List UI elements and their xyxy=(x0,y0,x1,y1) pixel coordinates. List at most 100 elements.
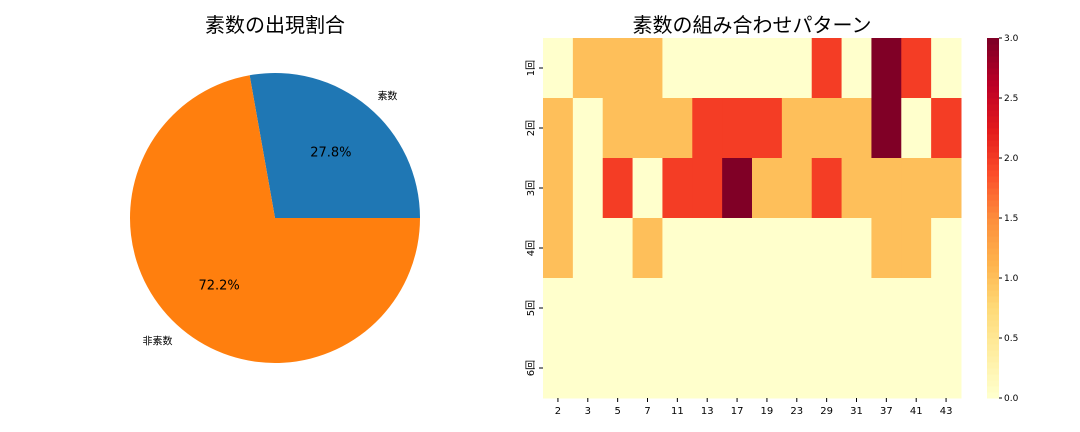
colorbar-segment xyxy=(987,98,999,105)
heatmap-cell xyxy=(901,158,932,219)
pie-title: 素数の出現割合 xyxy=(205,13,345,37)
heatmap-cell xyxy=(602,218,634,279)
heatmap-cell xyxy=(572,278,604,339)
heatmap-cell xyxy=(811,158,843,219)
heatmap-cell xyxy=(871,218,902,279)
colorbar-segment xyxy=(987,368,999,375)
colorbar-segment xyxy=(987,230,999,237)
heatmap-cell xyxy=(781,338,813,399)
colorbar-segment xyxy=(987,212,999,219)
heatmap-cell xyxy=(931,98,962,159)
colorbar-segment xyxy=(987,350,999,357)
y-tick-label: 2回 xyxy=(525,120,537,136)
heatmap-cell xyxy=(692,38,723,99)
colorbar-segment xyxy=(987,164,999,171)
colorbar-segment xyxy=(987,80,999,87)
colorbar-segment xyxy=(987,62,999,69)
colorbar-segment xyxy=(987,194,999,201)
heatmap-cell xyxy=(901,38,932,99)
heatmap-cell xyxy=(692,278,723,339)
colorbar-segment xyxy=(987,170,999,177)
x-tick-label: 37 xyxy=(880,406,893,417)
heatmap-cell xyxy=(871,38,902,99)
heatmap-cell xyxy=(602,158,634,219)
heatmap-cell xyxy=(871,338,902,399)
colorbar-segment xyxy=(987,104,999,111)
heatmap-cell xyxy=(871,98,902,159)
colorbar-segment xyxy=(987,134,999,141)
heatmap-cell xyxy=(632,218,663,279)
colorbar-segment xyxy=(987,344,999,351)
x-tick-label: 3 xyxy=(585,406,591,417)
colorbar-segment xyxy=(987,44,999,51)
heatmap-cell xyxy=(572,158,604,219)
x-tick-label: 13 xyxy=(701,406,714,417)
x-tick-label: 7 xyxy=(644,406,650,417)
colorbar-segment xyxy=(987,218,999,225)
heatmap-cell xyxy=(931,158,962,219)
colorbar-segment xyxy=(987,380,999,387)
colorbar-segment xyxy=(987,122,999,129)
colorbar-segment xyxy=(987,200,999,207)
x-tick-label: 43 xyxy=(940,406,953,417)
x-tick-label: 2 xyxy=(555,406,561,417)
colorbar-segment xyxy=(987,158,999,165)
colorbar-tick-label: 1.0 xyxy=(1004,274,1019,284)
heatmap-cell xyxy=(781,98,813,159)
heatmap-cell xyxy=(781,218,813,279)
pie-slice xyxy=(249,73,420,219)
colorbar-segment xyxy=(987,140,999,147)
heatmap-cell xyxy=(632,38,663,99)
heatmap-cell xyxy=(632,98,663,159)
colorbar-segment xyxy=(987,254,999,261)
heatmap-cell xyxy=(811,338,843,399)
heatmap-cell xyxy=(662,98,693,159)
x-tick-label: 5 xyxy=(614,406,620,417)
colorbar-segment xyxy=(987,386,999,393)
colorbar-segment xyxy=(987,56,999,63)
heatmap-cell xyxy=(722,218,753,279)
colorbar-segment xyxy=(987,176,999,183)
colorbar-segment xyxy=(987,356,999,363)
heatmap-cell xyxy=(543,98,574,159)
heatmap-cell xyxy=(781,38,813,99)
heatmap-cell xyxy=(841,218,872,279)
colorbar-segment xyxy=(987,314,999,321)
x-tick-label: 19 xyxy=(761,406,774,417)
colorbar-segment xyxy=(987,182,999,189)
heatmap-cell xyxy=(722,98,753,159)
colorbar-segment xyxy=(987,206,999,213)
colorbar-segment xyxy=(987,116,999,123)
heatmap-cell xyxy=(752,38,783,99)
heatmap-cell xyxy=(692,98,723,159)
heatmap-title: 素数の組み合わせパターン xyxy=(633,13,872,37)
colorbar-segment xyxy=(987,224,999,231)
heatmap-cell xyxy=(722,38,753,99)
colorbar-segment xyxy=(987,302,999,309)
heatmap-cell xyxy=(901,278,932,339)
heatmap-cell xyxy=(692,158,723,219)
heatmap-cell xyxy=(781,278,813,339)
colorbar-segment xyxy=(987,128,999,135)
colorbar-segment xyxy=(987,374,999,381)
colorbar-segment xyxy=(987,50,999,57)
colorbar-segment xyxy=(987,146,999,153)
heatmap-cell xyxy=(543,338,574,399)
heatmap-cell xyxy=(662,218,693,279)
heatmap-cell xyxy=(901,98,932,159)
x-tick-label: 31 xyxy=(850,406,863,417)
heatmap-cell xyxy=(811,38,843,99)
heatmap-cell xyxy=(752,338,783,399)
colorbar-tick-label: 2.0 xyxy=(1004,154,1019,164)
heatmap-cell xyxy=(543,158,574,219)
colorbar-segment xyxy=(987,74,999,81)
heatmap-cell xyxy=(572,218,604,279)
heatmap-cell xyxy=(931,278,962,339)
y-tick-label: 3回 xyxy=(525,180,537,196)
heatmap-cell xyxy=(871,278,902,339)
colorbar: 0.0 0.5 1.0 1.5 2.0 2.5 3.0 xyxy=(987,34,1019,404)
heatmap-cell xyxy=(692,218,723,279)
y-tick-label: 5回 xyxy=(525,300,537,316)
